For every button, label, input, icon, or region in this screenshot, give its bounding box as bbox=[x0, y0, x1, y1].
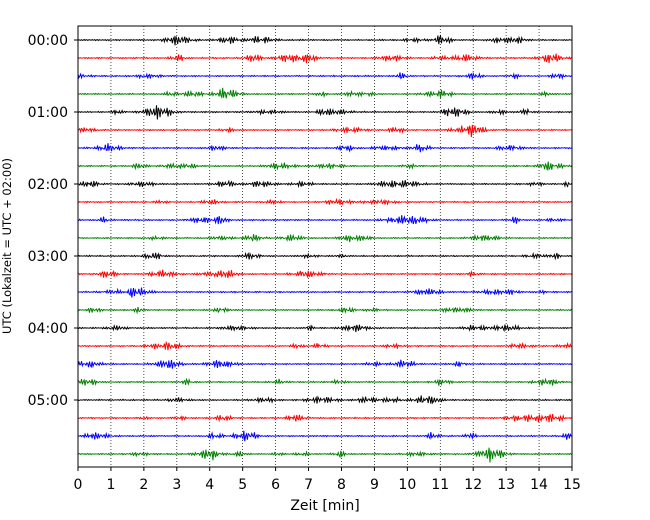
x-tick-label: 10 bbox=[398, 477, 416, 493]
seismogram-trace bbox=[77, 71, 573, 81]
seismogram-trace bbox=[77, 359, 573, 369]
seismogram-trace bbox=[77, 124, 573, 137]
x-tick-label: 15 bbox=[563, 477, 581, 493]
seismogram-trace bbox=[77, 287, 573, 298]
y-tick-label: 04:00 bbox=[28, 321, 68, 337]
x-tick-label: 13 bbox=[497, 477, 515, 493]
y-tick-label: 01:00 bbox=[28, 105, 68, 121]
seismogram-trace bbox=[77, 306, 573, 315]
seismogram-trace bbox=[77, 143, 573, 153]
x-tick-label: 9 bbox=[370, 477, 379, 493]
x-tick-label: 2 bbox=[139, 477, 148, 493]
seismogram-trace bbox=[77, 413, 573, 423]
seismogram-trace bbox=[77, 105, 573, 120]
y-tick-label: 02:00 bbox=[28, 177, 68, 193]
seismogram-trace bbox=[77, 395, 573, 405]
seismogram-trace bbox=[77, 34, 573, 46]
y-axis-label: UTC (Lokalzeit = UTC + 02:00) bbox=[0, 158, 14, 334]
x-tick-label: 11 bbox=[431, 477, 449, 493]
x-axis-label: Zeit [min] bbox=[290, 498, 359, 514]
x-tick-label: 3 bbox=[172, 477, 181, 493]
x-tick-label: 6 bbox=[271, 477, 280, 493]
plot-frame bbox=[77, 25, 573, 468]
y-tick-label: 00:00 bbox=[28, 33, 68, 49]
x-tick-label: 14 bbox=[530, 477, 548, 493]
seismogram-trace bbox=[77, 447, 573, 463]
seismogram-trace bbox=[77, 340, 573, 351]
x-tick-label: 4 bbox=[205, 477, 214, 493]
seismogram-trace bbox=[77, 161, 573, 171]
seismogram-trace bbox=[77, 377, 573, 387]
seismogram-trace bbox=[77, 53, 573, 64]
seismogram-trace bbox=[77, 269, 573, 279]
seismogram-trace bbox=[77, 87, 573, 100]
x-tick-label: 7 bbox=[304, 477, 313, 493]
y-tick-label: 05:00 bbox=[28, 393, 68, 409]
x-tick-label: 8 bbox=[337, 477, 346, 493]
seismogram-trace bbox=[77, 430, 573, 442]
x-tick-label: 1 bbox=[106, 477, 115, 493]
seismogram-traces bbox=[77, 34, 573, 463]
seismogram-trace bbox=[77, 215, 573, 225]
x-tick-label: 12 bbox=[464, 477, 482, 493]
y-axis-ticks: 00:00 01:00 02:00 03:00 04:00 05:00 bbox=[28, 33, 78, 409]
seismogram-trace bbox=[77, 233, 573, 243]
x-tick-label: 0 bbox=[74, 477, 83, 493]
seismogram-trace bbox=[77, 323, 573, 333]
seismogram-trace bbox=[77, 197, 573, 206]
seismogram-trace bbox=[77, 179, 573, 189]
seismogram-trace bbox=[77, 251, 573, 261]
y-tick-label: 03:00 bbox=[28, 249, 68, 265]
x-tick-label: 5 bbox=[238, 477, 247, 493]
x-axis-ticks: 0 1 2 3 4 5 6 7 8 9 10 11 12 13 14 15 bbox=[74, 467, 581, 493]
